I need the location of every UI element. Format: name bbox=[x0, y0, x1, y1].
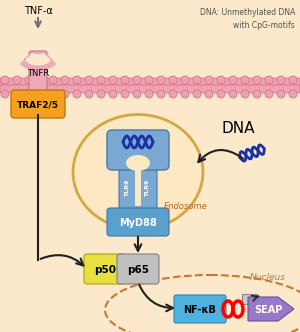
Ellipse shape bbox=[73, 115, 203, 229]
Text: MyD88: MyD88 bbox=[119, 218, 157, 228]
Circle shape bbox=[289, 90, 297, 98]
Circle shape bbox=[25, 90, 33, 98]
Circle shape bbox=[181, 90, 189, 98]
Circle shape bbox=[1, 90, 9, 98]
Circle shape bbox=[73, 90, 81, 98]
Ellipse shape bbox=[126, 155, 150, 171]
FancyBboxPatch shape bbox=[242, 293, 256, 303]
Circle shape bbox=[169, 76, 177, 84]
Circle shape bbox=[37, 76, 45, 84]
Text: TNFR: TNFR bbox=[27, 68, 49, 77]
FancyBboxPatch shape bbox=[174, 295, 226, 323]
Text: DNA: DNA bbox=[221, 121, 255, 135]
Circle shape bbox=[205, 76, 213, 84]
FancyBboxPatch shape bbox=[0, 78, 300, 85]
Circle shape bbox=[121, 76, 129, 84]
Circle shape bbox=[73, 76, 81, 84]
FancyBboxPatch shape bbox=[0, 85, 300, 93]
Text: TLR9: TLR9 bbox=[146, 180, 151, 197]
Circle shape bbox=[85, 76, 93, 84]
Circle shape bbox=[205, 90, 213, 98]
Circle shape bbox=[145, 90, 153, 98]
Circle shape bbox=[193, 90, 201, 98]
Circle shape bbox=[97, 90, 105, 98]
Circle shape bbox=[169, 90, 177, 98]
Circle shape bbox=[241, 90, 249, 98]
Circle shape bbox=[265, 76, 273, 84]
Circle shape bbox=[13, 90, 21, 98]
Text: Endosome: Endosome bbox=[164, 202, 208, 210]
FancyArrow shape bbox=[248, 297, 294, 321]
FancyBboxPatch shape bbox=[117, 254, 159, 284]
Circle shape bbox=[157, 90, 165, 98]
Circle shape bbox=[97, 76, 105, 84]
Circle shape bbox=[85, 90, 93, 98]
Text: DNA: Unmethylated DNA
with CpG-motifs: DNA: Unmethylated DNA with CpG-motifs bbox=[200, 8, 295, 30]
Text: p65: p65 bbox=[127, 265, 149, 275]
Circle shape bbox=[109, 76, 117, 84]
Text: TLR9: TLR9 bbox=[125, 180, 130, 197]
FancyBboxPatch shape bbox=[11, 90, 65, 118]
Circle shape bbox=[289, 76, 297, 84]
Circle shape bbox=[193, 76, 201, 84]
Text: SEAP: SEAP bbox=[254, 305, 282, 315]
Circle shape bbox=[13, 76, 21, 84]
FancyBboxPatch shape bbox=[107, 208, 169, 236]
Circle shape bbox=[241, 76, 249, 84]
FancyBboxPatch shape bbox=[29, 51, 47, 93]
FancyBboxPatch shape bbox=[139, 164, 157, 209]
Circle shape bbox=[49, 90, 57, 98]
Circle shape bbox=[121, 90, 129, 98]
Circle shape bbox=[181, 76, 189, 84]
Circle shape bbox=[253, 90, 261, 98]
Circle shape bbox=[49, 76, 57, 84]
Circle shape bbox=[229, 76, 237, 84]
Circle shape bbox=[229, 90, 237, 98]
Text: Nucleus: Nucleus bbox=[250, 274, 286, 283]
Circle shape bbox=[253, 76, 261, 84]
Circle shape bbox=[145, 76, 153, 84]
Text: p50: p50 bbox=[94, 265, 116, 275]
FancyBboxPatch shape bbox=[135, 167, 141, 206]
Circle shape bbox=[277, 76, 285, 84]
Circle shape bbox=[25, 76, 33, 84]
Circle shape bbox=[133, 76, 141, 84]
Circle shape bbox=[1, 76, 9, 84]
Circle shape bbox=[61, 90, 69, 98]
Circle shape bbox=[133, 90, 141, 98]
Circle shape bbox=[217, 90, 225, 98]
Circle shape bbox=[37, 90, 45, 98]
Circle shape bbox=[109, 90, 117, 98]
FancyBboxPatch shape bbox=[84, 254, 126, 284]
Circle shape bbox=[265, 90, 273, 98]
Circle shape bbox=[277, 90, 285, 98]
FancyBboxPatch shape bbox=[107, 130, 169, 170]
FancyBboxPatch shape bbox=[119, 164, 137, 209]
Circle shape bbox=[157, 76, 165, 84]
Text: TNF-α: TNF-α bbox=[24, 6, 52, 16]
Text: NF-κB: NF-κB bbox=[184, 305, 216, 315]
Text: TRAF2/5: TRAF2/5 bbox=[17, 101, 59, 110]
Circle shape bbox=[217, 76, 225, 84]
Circle shape bbox=[61, 76, 69, 84]
